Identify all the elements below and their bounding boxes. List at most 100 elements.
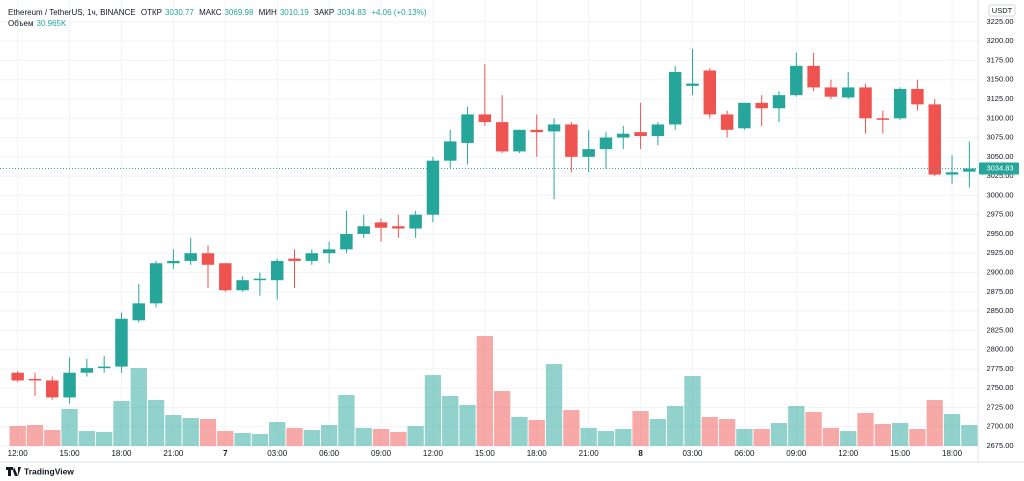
y-tick-label: 2850.00 xyxy=(986,306,1013,315)
candle-body xyxy=(945,172,959,175)
candle-body xyxy=(357,226,370,234)
candle-body xyxy=(617,133,630,138)
candle-body xyxy=(444,141,457,161)
y-tick-label: 3125.00 xyxy=(986,94,1013,103)
candle-body xyxy=(149,263,163,304)
candle-body xyxy=(374,222,388,228)
candle-body xyxy=(478,114,492,123)
y-tick-label: 2700.00 xyxy=(986,422,1013,431)
candle-body xyxy=(790,65,803,96)
candle-body xyxy=(184,253,197,261)
volume-bar xyxy=(199,419,217,446)
volume-bar xyxy=(943,414,961,446)
candle-body xyxy=(547,124,561,132)
volume-bar xyxy=(528,419,545,446)
candle-body xyxy=(513,129,526,152)
candle-body xyxy=(807,65,820,88)
candle-body xyxy=(28,378,42,381)
candle-body xyxy=(720,114,734,130)
y-tick-label: 3050.00 xyxy=(986,152,1013,161)
candle-body xyxy=(703,70,717,115)
candle-body xyxy=(859,87,872,119)
y-tick-label: 2925.00 xyxy=(986,248,1013,257)
volume-bar xyxy=(338,395,355,446)
close-value: 3034.83 xyxy=(337,8,367,17)
y-tick-label: 2975.00 xyxy=(986,210,1013,219)
volume-bar xyxy=(459,404,476,446)
y-tick-label: 2775.00 xyxy=(986,364,1013,373)
volume-bar xyxy=(407,426,424,446)
candle-body xyxy=(928,104,941,175)
volume-bar xyxy=(580,427,597,446)
open-value: 3030.77 xyxy=(164,8,194,17)
y-tick-label: 2825.00 xyxy=(986,325,1013,334)
x-tick-label: 03:00 xyxy=(267,449,288,458)
volume-bar xyxy=(770,423,788,446)
candle-body xyxy=(495,122,509,152)
volume-bar xyxy=(182,418,199,446)
candle-body xyxy=(668,72,682,125)
candle-body xyxy=(911,88,924,105)
y-tick-label: 3225.00 xyxy=(986,17,1013,26)
y-tick-label: 2875.00 xyxy=(986,287,1013,296)
candle-body xyxy=(876,118,890,120)
candle-body xyxy=(530,129,543,133)
candle-body xyxy=(893,88,907,119)
x-tick-label: 06:00 xyxy=(319,449,340,458)
volume-bar xyxy=(667,406,684,446)
volume-bar xyxy=(303,430,320,446)
volume-bar xyxy=(597,431,615,446)
volume-bar xyxy=(961,425,978,446)
candle-body xyxy=(599,137,613,150)
volume-bar xyxy=(909,428,926,446)
brand-name: TradingView xyxy=(24,466,74,476)
volume-bar xyxy=(563,410,580,446)
candle-body xyxy=(772,95,786,109)
volume-bar xyxy=(632,411,649,446)
last-price-box xyxy=(979,162,1019,175)
candle-body xyxy=(63,372,76,398)
last-price-label: 3034.83 xyxy=(986,164,1013,173)
volume-bar xyxy=(788,406,805,446)
volume-bar xyxy=(840,431,857,446)
y-tick-label: 2750.00 xyxy=(986,383,1013,392)
volume-value: 30.965K xyxy=(36,19,67,28)
volume-bar xyxy=(476,336,493,446)
y-tick-label: 3200.00 xyxy=(986,36,1013,45)
y-tick-label: 3025.00 xyxy=(986,171,1013,180)
x-tick-label: 8 xyxy=(638,449,643,458)
close-name: ЗАКР xyxy=(314,8,335,17)
change: +4.06 (+0.13%) xyxy=(371,8,427,17)
volume-bar xyxy=(736,428,753,446)
low-name: МИН xyxy=(258,8,277,17)
currency-box xyxy=(988,4,1016,17)
volume-bar xyxy=(874,423,891,446)
volume-bar xyxy=(165,415,182,446)
legend-line: Ethereum / TetherUS, 1ч, BINANCE ОТКР 303… xyxy=(8,8,429,17)
candle-body xyxy=(340,233,353,250)
x-tick-label: 15:00 xyxy=(60,449,81,458)
candle-body xyxy=(288,258,301,261)
volume-bar xyxy=(701,416,718,446)
candle-body xyxy=(841,87,855,98)
volume-bar xyxy=(26,424,44,446)
currency-label: USDT xyxy=(992,6,1013,15)
volume-bar xyxy=(615,428,632,446)
volume-bar xyxy=(718,419,736,446)
candle-body xyxy=(634,132,647,137)
x-tick-label: 18:00 xyxy=(111,449,132,458)
x-tick-label: 7 xyxy=(223,449,228,458)
candle-body xyxy=(651,124,665,137)
volume-legend: Объем 30.965K xyxy=(8,19,69,28)
open-name: ОТКР xyxy=(140,8,162,17)
x-tick-label: 15:00 xyxy=(475,449,496,458)
y-tick-label: 2725.00 xyxy=(986,402,1013,411)
volume-bar xyxy=(286,427,303,446)
candle-body xyxy=(686,83,699,86)
volume-bar xyxy=(96,431,113,446)
y-tick-label: 2675.00 xyxy=(986,441,1013,450)
x-tick-label: 06:00 xyxy=(734,449,755,458)
volume-bar xyxy=(545,363,563,446)
candle-body xyxy=(97,366,111,369)
